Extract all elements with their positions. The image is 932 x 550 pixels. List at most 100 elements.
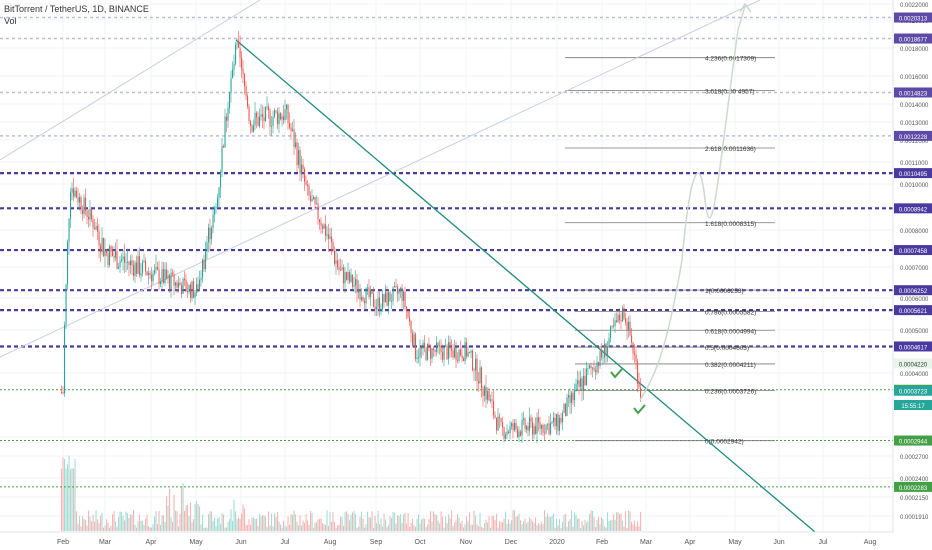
volume-bar — [623, 526, 625, 531]
candle-body — [317, 203, 319, 220]
volume-bar — [493, 515, 495, 531]
candle-body — [431, 348, 433, 359]
volume-bar — [274, 513, 276, 531]
price-marker-label: 0.0014823 — [899, 91, 928, 97]
candle-body — [616, 320, 618, 322]
volume-bar — [242, 504, 244, 531]
candle-body — [571, 392, 573, 403]
candle-body — [407, 311, 409, 318]
volume-bar — [613, 514, 615, 531]
candle-body — [71, 188, 73, 193]
candle-body — [574, 390, 576, 401]
candle-body — [397, 286, 399, 294]
volume-bar — [194, 504, 196, 531]
volume-bar — [617, 512, 619, 531]
candle-body — [467, 352, 469, 357]
candle-body — [85, 197, 87, 211]
volume-bar — [604, 526, 606, 531]
candle-body — [320, 222, 322, 226]
candle-body — [110, 246, 112, 252]
candle-body — [535, 426, 537, 434]
volume-bar — [622, 520, 624, 531]
candle-body — [517, 429, 519, 437]
volume-bar — [148, 526, 150, 531]
candle-body — [184, 278, 186, 281]
candle-body — [268, 106, 270, 111]
candle-body — [190, 284, 192, 298]
candle-body — [436, 342, 438, 352]
volume-bar — [149, 527, 151, 531]
time-tick-label: Jun — [773, 539, 784, 546]
candle-body — [359, 289, 361, 300]
volume-bar — [584, 519, 586, 531]
candle-body — [287, 104, 289, 124]
candle-body — [332, 242, 334, 252]
candle-body — [395, 286, 397, 287]
volume-bar — [269, 525, 271, 531]
candle-body — [334, 251, 336, 264]
candle-body — [206, 242, 208, 252]
volume-bar — [395, 523, 397, 531]
volume-bar — [88, 510, 90, 531]
candle-body — [446, 345, 448, 359]
candle-body — [122, 256, 124, 260]
candle-body — [233, 63, 235, 70]
candle-body — [358, 289, 360, 293]
projection-curve — [639, 5, 746, 401]
candle-body — [254, 112, 256, 126]
candle-body — [589, 365, 591, 369]
volume-bar — [226, 527, 228, 531]
candle-body — [527, 426, 529, 431]
volume-bar — [113, 511, 115, 531]
volume-bar — [337, 525, 339, 531]
volume-bar — [458, 517, 460, 531]
candle-body — [611, 325, 613, 327]
candle-body — [496, 417, 498, 431]
candle-body — [103, 238, 105, 256]
volume-bar — [271, 513, 273, 531]
candle-body — [185, 280, 187, 292]
candle-body — [295, 142, 297, 147]
volume-bar — [172, 522, 174, 531]
volume-bar — [259, 513, 261, 531]
candle-body — [119, 260, 121, 267]
candle-body — [473, 370, 475, 372]
candle-body — [242, 68, 244, 74]
candle-body — [202, 259, 204, 279]
volume-bar — [428, 518, 430, 531]
price-marker-badge — [894, 33, 932, 44]
candle-body — [500, 418, 502, 422]
volume-bar — [244, 508, 246, 531]
volume-bar — [265, 516, 267, 531]
volume-bar — [175, 510, 177, 531]
candle-body — [146, 271, 148, 276]
candle-body — [80, 197, 82, 210]
time-tick-label: Nov — [460, 539, 473, 546]
candle-body — [425, 347, 427, 360]
volume-bar — [305, 513, 307, 531]
candle-body — [335, 260, 337, 264]
candle-body — [139, 256, 141, 276]
candle-body — [398, 290, 400, 294]
candle-body — [547, 423, 549, 425]
candle-body — [101, 238, 103, 253]
price-marker-label: 0.0002944 — [899, 440, 928, 446]
volume-bar — [418, 514, 420, 531]
volume-bar — [290, 514, 292, 531]
volume-bar — [469, 512, 471, 531]
volume-bar — [109, 527, 111, 531]
candle-body — [557, 414, 559, 431]
volume-bar — [277, 511, 279, 531]
candle-body — [494, 415, 496, 418]
volume-bar — [209, 511, 211, 531]
volume-bar — [563, 514, 565, 531]
candle-body — [248, 106, 250, 121]
volume-bar — [199, 506, 201, 531]
trend-lines — [0, 0, 816, 533]
volume-bar — [272, 526, 274, 531]
candle-body — [632, 342, 634, 354]
candle-body — [304, 168, 306, 182]
volume-bar — [241, 513, 243, 531]
volume-bar — [485, 519, 487, 531]
